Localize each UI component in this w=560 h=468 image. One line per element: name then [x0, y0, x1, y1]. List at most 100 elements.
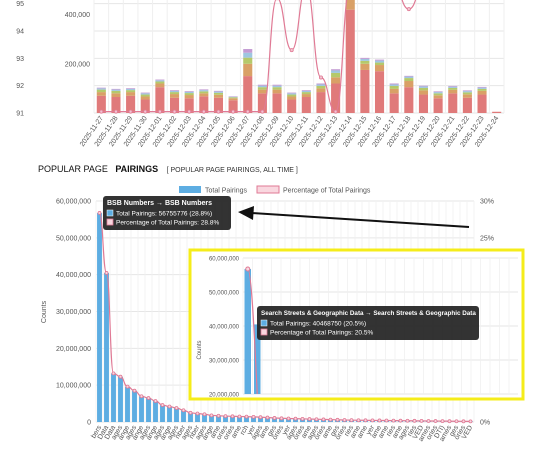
pairing-line-point[interactable] [356, 418, 361, 423]
top-bar-segment[interactable] [389, 83, 399, 85]
top-bar-segment[interactable] [331, 69, 341, 71]
pairing-bar[interactable] [181, 410, 186, 422]
top-bar-segment[interactable] [404, 87, 414, 113]
pairing-bar[interactable] [230, 416, 235, 422]
top-bar-segment[interactable] [316, 84, 326, 86]
top-bar-segment[interactable] [155, 80, 165, 82]
pairing-bar[interactable] [244, 416, 249, 422]
top-bar-segment[interactable] [184, 95, 194, 99]
top-bar-segment[interactable] [96, 92, 106, 96]
top-bar-segment[interactable] [418, 90, 429, 95]
top-bar-segment[interactable] [228, 97, 238, 99]
pairing-line-point[interactable] [202, 412, 207, 417]
pairing-line-point[interactable] [314, 417, 319, 422]
pairing-bar[interactable] [216, 415, 221, 422]
top-bar-segment[interactable] [301, 97, 311, 113]
top-bar-segment[interactable] [257, 85, 267, 88]
top-bar-segment[interactable] [155, 87, 165, 113]
pairing-line-point[interactable] [209, 413, 214, 418]
top-line-point[interactable] [201, 109, 206, 114]
top-bar-segment[interactable] [360, 58, 370, 61]
top-bar-segment[interactable] [345, 9, 355, 113]
top-bar-segment[interactable] [448, 86, 458, 88]
top-bar-segment[interactable] [111, 90, 121, 94]
pairing-line-point[interactable] [440, 419, 445, 424]
pairing-bar[interactable] [125, 386, 130, 422]
pairing-bar[interactable] [111, 373, 116, 422]
top-bar-segment[interactable] [448, 89, 458, 94]
legend-swatch-percentage[interactable] [256, 185, 280, 194]
top-bar-segment[interactable] [213, 91, 224, 93]
pairing-line-point[interactable] [279, 416, 284, 421]
pairing-line-point[interactable] [398, 418, 403, 423]
top-bar-segment[interactable] [316, 83, 326, 85]
pairing-line-point[interactable] [412, 418, 417, 423]
top-bar-segment[interactable] [462, 97, 472, 113]
top-line-point[interactable] [245, 109, 250, 114]
top-bar-segment[interactable] [243, 63, 253, 77]
top-bar-segment[interactable] [360, 63, 370, 70]
top-bar-segment[interactable] [126, 90, 136, 93]
pairing-line-point[interactable] [265, 415, 270, 420]
top-bar-segment[interactable] [184, 93, 194, 96]
top-bar-segment[interactable] [316, 88, 326, 93]
top-bar-segment[interactable] [360, 60, 370, 64]
top-bar-segment[interactable] [228, 98, 238, 101]
pairing-bar[interactable] [146, 398, 151, 422]
pairing-line-point[interactable] [293, 416, 298, 421]
top-bar-segment[interactable] [477, 87, 487, 89]
pairing-line-point[interactable] [258, 415, 263, 420]
top-bar-segment[interactable] [213, 94, 224, 98]
top-bar-segment[interactable] [301, 90, 311, 93]
pairing-line-point[interactable] [426, 419, 431, 423]
top-bar-segment[interactable] [287, 92, 297, 94]
top-line-point[interactable] [128, 109, 133, 114]
top-bar-segment[interactable] [389, 93, 399, 113]
pairing-line-point[interactable] [160, 403, 165, 407]
top-bar-segment[interactable] [345, 0, 355, 10]
top-bar-segment[interactable] [301, 90, 311, 91]
top-bar-segment[interactable] [126, 92, 136, 96]
top-line-point[interactable] [172, 109, 177, 114]
pairing-bar[interactable] [251, 416, 256, 422]
top-bar-segment[interactable] [374, 65, 385, 72]
top-bar-segment[interactable] [374, 60, 385, 63]
top-bar-segment[interactable] [111, 88, 121, 90]
pairing-bar[interactable] [258, 417, 263, 422]
pairing-bar[interactable] [118, 376, 123, 422]
top-bar-segment[interactable] [140, 99, 150, 113]
top-bar-segment[interactable] [257, 93, 267, 113]
top-bar-segment[interactable] [301, 94, 311, 98]
pairing-line-point[interactable] [139, 394, 144, 399]
legend-label-percentage[interactable]: Percentage of Total Pairings [283, 188, 371, 195]
top-bar-segment[interactable] [199, 90, 209, 92]
pairing-line-point[interactable] [461, 419, 466, 424]
top-bar-segment[interactable] [184, 91, 194, 94]
top-bar-segment[interactable] [331, 83, 341, 113]
top-line-point[interactable] [289, 48, 294, 53]
pairing-line-point[interactable] [391, 418, 396, 423]
pairing-bar[interactable] [202, 414, 207, 422]
pairing-bar[interactable] [265, 417, 270, 422]
pairing-line-point[interactable] [132, 388, 137, 393]
top-line-point[interactable] [333, 109, 338, 114]
top-bar-segment[interactable] [448, 85, 458, 87]
top-line-point[interactable] [231, 109, 236, 114]
pairing-line-point[interactable] [174, 406, 179, 410]
pairing-line-point[interactable] [167, 404, 172, 409]
top-bar-segment[interactable] [243, 49, 253, 53]
top-bar-segment[interactable] [169, 90, 180, 93]
top-bar-segment[interactable] [360, 57, 370, 59]
pairing-line-point[interactable] [307, 417, 312, 421]
top-bar-segment[interactable] [360, 69, 370, 113]
top-bar-segment[interactable] [140, 94, 150, 97]
top-bar-segment[interactable] [374, 62, 385, 66]
top-line-point[interactable] [318, 75, 323, 80]
top-bar-segment[interactable] [169, 92, 180, 95]
top-bar-segment[interactable] [389, 84, 399, 86]
top-line-point[interactable] [406, 7, 411, 12]
top-bar-segment[interactable] [404, 78, 414, 82]
pairing-line-point[interactable] [349, 418, 354, 423]
top-bar-segment[interactable] [448, 87, 458, 90]
pairing-bar[interactable] [132, 390, 137, 422]
